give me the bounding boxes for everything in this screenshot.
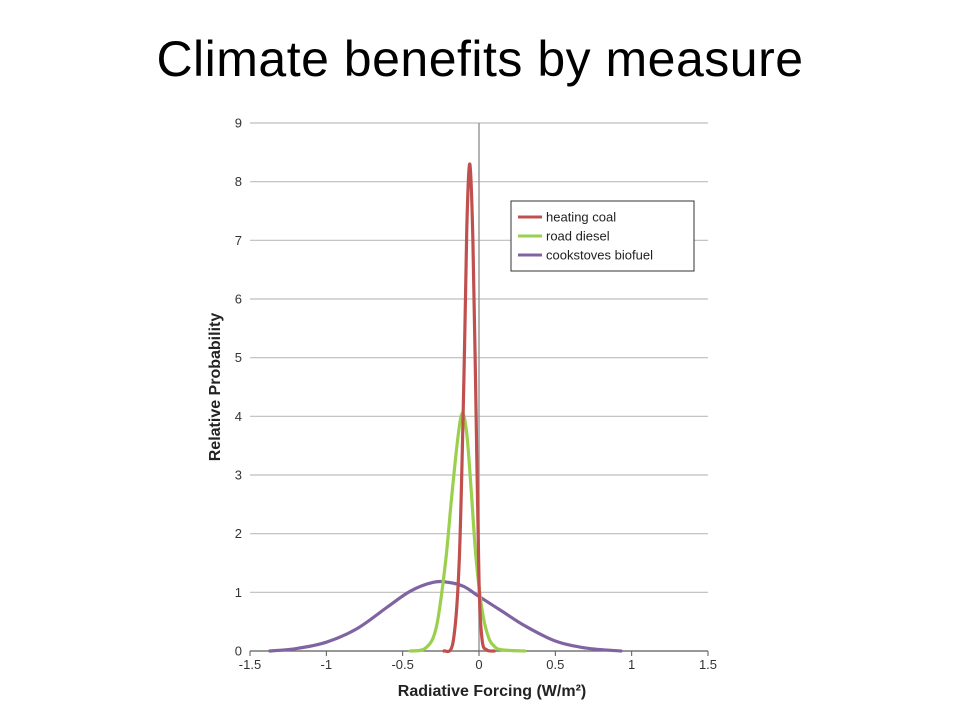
series-line-cookstoves-biofuel <box>268 579 623 653</box>
y-axis-label: Relative Probability <box>207 313 224 462</box>
y-tick-label: 1 <box>235 585 242 600</box>
legend-entry-label: heating coal <box>546 210 616 225</box>
y-tick-label: 3 <box>235 468 242 483</box>
legend-entry-label: cookstoves biofuel <box>546 248 653 263</box>
y-tick-label: 2 <box>235 526 242 541</box>
x-tick-label: -1 <box>321 657 333 672</box>
x-tick-label: 0.5 <box>546 657 564 672</box>
series-lines <box>268 162 623 654</box>
series-line-heating-coal <box>442 162 496 654</box>
x-axis-label: Radiative Forcing (W/m²) <box>398 683 586 700</box>
y-tick-label: 7 <box>235 233 242 248</box>
y-tick-label: 6 <box>235 292 242 307</box>
y-tick-label: 8 <box>235 174 242 189</box>
y-tick-label: 4 <box>235 409 242 424</box>
y-tick-label: 0 <box>235 644 242 659</box>
x-tick-label: 1.5 <box>699 657 717 672</box>
y-tick-label: 9 <box>235 116 242 131</box>
x-tick-label: -0.5 <box>391 657 413 672</box>
slide-title: Climate benefits by measure <box>156 31 804 87</box>
series-line-road-diesel <box>408 411 527 653</box>
x-tick-label: 1 <box>628 657 635 672</box>
y-tick-label: 5 <box>235 350 242 365</box>
axes: 0 1 2 3 4 5 6 7 8 9 -1.5 -1 -0.5 0 0.5 1 1.5 <box>235 116 717 673</box>
legend: heating coal road diesel cookstoves biofue… <box>510 200 695 272</box>
legend-entry-label: road diesel <box>546 229 610 244</box>
x-tick-label: -1.5 <box>239 657 261 672</box>
x-tick-label: 0 <box>475 657 482 672</box>
